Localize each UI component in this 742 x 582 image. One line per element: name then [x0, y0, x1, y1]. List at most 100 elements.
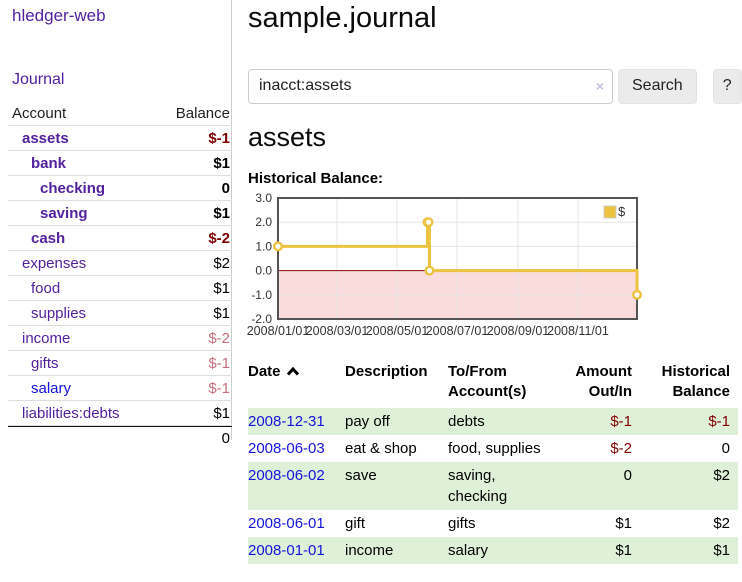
transaction-accounts: food, supplies [448, 440, 541, 457]
svg-text:2008/11/01: 2008/11/01 [547, 324, 609, 338]
transaction-row: 2008-06-01 gift gifts $1 $2 [248, 510, 738, 537]
account-row-salary: salary $-1 [8, 376, 232, 401]
description-column-header: Description [345, 363, 428, 380]
main-content: sample.journal × Search ? assets Histori… [247, 0, 742, 582]
account-link-food[interactable]: food [31, 279, 61, 297]
account-balance: $1 [213, 404, 230, 422]
account-balance: $2 [213, 254, 230, 272]
help-button[interactable]: ? [712, 68, 742, 104]
account-link-gifts[interactable]: gifts [31, 354, 59, 372]
account-link-liabilities-debts[interactable]: liabilities:debts [22, 404, 120, 422]
transaction-date-link[interactable]: 2008-06-03 [248, 440, 325, 457]
accounts-table: Account Balance assets $-1 bank $1 check… [8, 102, 232, 450]
transaction-accounts: saving, checking [448, 467, 508, 505]
transaction-date-link[interactable]: 2008-06-02 [248, 467, 325, 484]
account-row-income: income $-2 [8, 326, 232, 351]
account-balance: 0 [221, 179, 230, 197]
svg-text:2008/03/01: 2008/03/01 [306, 324, 369, 338]
transaction-description: eat & shop [345, 440, 417, 457]
transaction-amount: $1 [615, 542, 632, 559]
date-header-label: Date [248, 363, 281, 380]
account-balance: $-1 [208, 379, 230, 397]
account-row-expenses: expenses $2 [8, 251, 232, 276]
account-link-expenses[interactable]: expenses [22, 254, 87, 272]
chart-canvas: $3.0 2.0 1.0 0.0 -1.0 -2.02008/01/012008/03/0… [247, 191, 643, 338]
account-balance: $1 [213, 304, 230, 322]
svg-text:2008/05/01: 2008/05/01 [366, 324, 429, 338]
account-balance: $1 [213, 279, 230, 297]
svg-text:2008/09/01: 2008/09/01 [487, 324, 550, 338]
account-link-assets[interactable]: assets [22, 129, 69, 147]
transaction-accounts: gifts [448, 515, 476, 532]
transaction-accounts: debts [448, 413, 485, 430]
balance-column-header: Historical Balance [661, 363, 730, 400]
account-balance: $-1 [208, 129, 230, 147]
svg-text:-1.0: -1.0 [251, 288, 272, 302]
accounts-total-value: 0 [221, 430, 230, 447]
svg-text:-2.0: -2.0 [251, 312, 272, 326]
search-form: × Search ? [248, 68, 742, 104]
transaction-balance: $-1 [708, 413, 730, 430]
chart-heading: Historical Balance: [248, 170, 384, 187]
svg-text:2.0: 2.0 [255, 215, 272, 229]
transaction-balance: 0 [721, 440, 730, 457]
sort-ascending-icon [286, 362, 300, 382]
account-link-salary[interactable]: salary [31, 379, 72, 397]
svg-text:1.0: 1.0 [255, 239, 272, 253]
transaction-description: save [345, 467, 377, 484]
transaction-date-link[interactable]: 2008-01-01 [248, 542, 325, 559]
account-balance: $-2 [208, 329, 230, 347]
svg-text:2008/07/01: 2008/07/01 [426, 324, 489, 338]
transaction-amount: $-2 [610, 440, 632, 457]
account-row-assets: assets $-1 [8, 126, 232, 151]
account-balance: $1 [213, 154, 230, 172]
app-title-link[interactable]: hledger-web [12, 6, 106, 25]
transactions-table: Date Description To/From Account(s) Amou… [248, 362, 738, 564]
page-title: sample.journal [248, 2, 437, 34]
sidebar: hledger-web Journal Account Balance asse… [0, 0, 232, 447]
account-row-supplies: supplies $1 [8, 301, 232, 326]
transaction-balance: $2 [713, 515, 730, 532]
transaction-date-link[interactable]: 2008-06-01 [248, 515, 325, 532]
transaction-row: 2008-06-03 eat & shop food, supplies $-2… [248, 435, 738, 462]
account-row-liabilities-debts: liabilities:debts $1 [8, 401, 232, 426]
search-input[interactable] [248, 68, 613, 104]
search-button[interactable]: Search [618, 68, 697, 104]
account-link-saving[interactable]: saving [40, 204, 88, 222]
transaction-date-link[interactable]: 2008-12-31 [248, 413, 325, 430]
account-row-checking: checking 0 [8, 176, 232, 201]
account-link-supplies[interactable]: supplies [31, 304, 87, 322]
account-heading: assets [248, 122, 327, 152]
accounts-table-header: Account Balance [8, 102, 232, 126]
account-link-cash[interactable]: cash [31, 229, 66, 247]
accounts-column-header: To/From Account(s) [448, 363, 527, 400]
date-column-header[interactable]: Date [248, 362, 345, 408]
transaction-amount: 0 [623, 467, 632, 484]
clear-search-icon[interactable]: × [595, 77, 604, 94]
transaction-row: 2008-12-31 pay off debts $-1 $-1 [248, 408, 738, 435]
account-link-bank[interactable]: bank [31, 154, 67, 172]
account-link-checking[interactable]: checking [40, 179, 106, 197]
svg-text:3.0: 3.0 [255, 191, 272, 205]
svg-text:0.0: 0.0 [255, 264, 272, 278]
transaction-balance: $1 [713, 542, 730, 559]
transaction-row: 2008-06-02 save saving, checking 0 $2 [248, 462, 738, 510]
search-box: × [248, 68, 613, 104]
svg-text:$: $ [618, 204, 626, 219]
account-row-food: food $1 [8, 276, 232, 301]
transaction-balance: $2 [713, 467, 730, 484]
transaction-amount: $-1 [610, 413, 632, 430]
account-column-header: Account [12, 105, 67, 122]
account-link-income[interactable]: income [22, 329, 71, 347]
transaction-row: 2008-01-01 income salary $1 $1 [248, 537, 738, 564]
account-row-saving: saving $1 [8, 201, 232, 226]
transaction-description: income [345, 542, 394, 559]
transaction-description: gift [345, 515, 366, 532]
account-balance: $1 [213, 204, 230, 222]
transaction-description: pay off [345, 413, 390, 430]
account-balance: $-2 [208, 229, 230, 247]
svg-text:2008/01/01: 2008/01/01 [247, 324, 310, 338]
transaction-accounts: salary [448, 542, 489, 559]
historical-balance-chart: $3.0 2.0 1.0 0.0 -1.0 -2.0 2008/01/01 2008/03/0… [247, 191, 648, 345]
sidebar-item-journal[interactable]: Journal [12, 71, 65, 88]
